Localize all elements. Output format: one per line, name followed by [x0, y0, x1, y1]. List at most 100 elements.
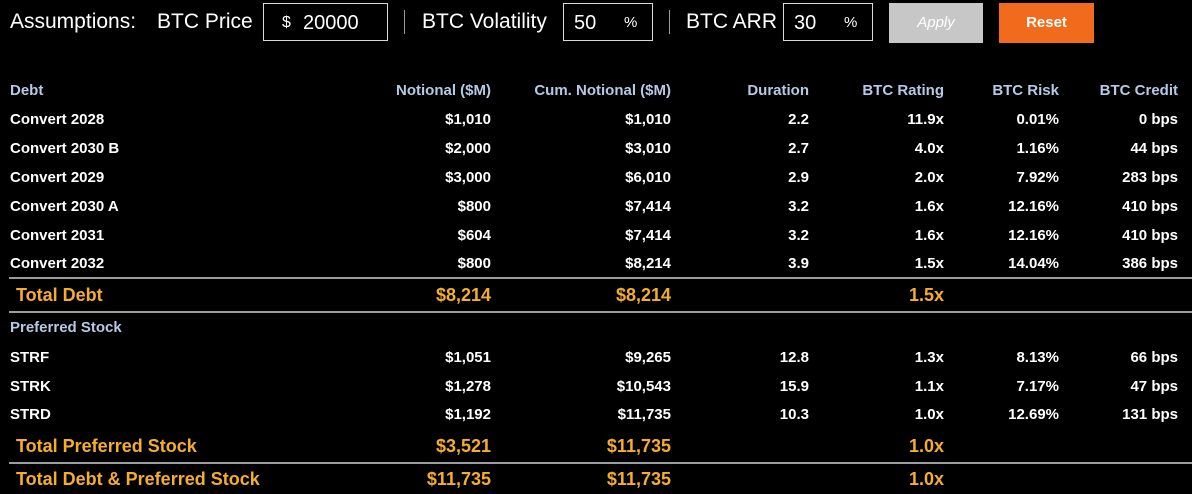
- cell-duration: 2.7: [788, 140, 809, 157]
- cell-notional: $3,000: [445, 169, 491, 186]
- cell-btc-risk: 1.16%: [1016, 140, 1059, 157]
- cell-notional: $1,278: [445, 378, 491, 395]
- btc-volatility-value[interactable]: 50: [574, 12, 597, 34]
- cell-notional: $1,051: [445, 349, 491, 366]
- table-row: STRD $1,192 $11,735 10.3 1.0x 12.69% 131 bps: [0, 400, 1192, 429]
- cell-btc-credit: BTC Credit: [1099, 82, 1178, 99]
- cell-duration: 2.9: [788, 169, 809, 186]
- cell-duration: 10.3: [779, 406, 809, 423]
- cell-btc-rating: 1.0x: [908, 436, 944, 456]
- cell-notional: $8,214: [435, 285, 491, 305]
- cell-btc-rating: 1.5x: [914, 255, 944, 272]
- btc-price-field[interactable]: $ 20000: [263, 3, 388, 41]
- btc-arr-field[interactable]: 30 %: [783, 3, 873, 41]
- apply-button[interactable]: Apply: [889, 3, 983, 43]
- table-row: STRF $1,051 $9,265 12.8 1.3x 8.13% 66 bps: [0, 343, 1192, 372]
- divider: [669, 10, 670, 34]
- total-preferred-row: Total Preferred Stock $3,521 $11,735 1.0x: [0, 432, 1192, 461]
- cell-notional: $1,192: [445, 406, 491, 423]
- cell-cum-notional: $7,414: [625, 227, 671, 244]
- cell-btc-rating: 1.6x: [914, 198, 944, 215]
- cell-name: Total Debt: [16, 285, 103, 305]
- cell-notional: $2,000: [445, 140, 491, 157]
- section-divider: [9, 311, 1192, 313]
- cell-notional: Notional ($M): [396, 82, 491, 99]
- cell-btc-credit: 44 bps: [1130, 140, 1178, 157]
- cell-btc-rating: BTC Rating: [862, 82, 944, 99]
- cell-btc-credit: 66 bps: [1130, 349, 1178, 366]
- cell-notional: $800: [457, 255, 491, 272]
- cell-cum-notional: $9,265: [625, 349, 671, 366]
- cell-notional: $11,735: [426, 469, 491, 489]
- cell-btc-rating: 1.0x: [908, 469, 944, 489]
- cell-name: STRK: [10, 378, 51, 395]
- assumptions-title: Assumptions:: [10, 10, 137, 33]
- btc-arr-value[interactable]: 30: [794, 12, 817, 34]
- cell-name: Convert 2030 B: [10, 140, 120, 157]
- cell-name: Total Debt & Preferred Stock: [16, 469, 260, 489]
- cell-btc-rating: 1.5x: [908, 285, 944, 305]
- cell-btc-credit: 283 bps: [1122, 169, 1178, 186]
- btc-volatility-field[interactable]: 50 %: [563, 3, 653, 41]
- cell-duration: 3.2: [788, 198, 809, 215]
- cell-cum-notional: $3,010: [625, 140, 671, 157]
- cell-duration: 15.9: [779, 378, 809, 395]
- cell-cum-notional: $8,214: [615, 285, 671, 305]
- cell-cum-notional: Cum. Notional ($M): [534, 82, 671, 99]
- cell-btc-credit: 131 bps: [1122, 406, 1178, 423]
- section-label: Preferred Stock: [10, 319, 122, 336]
- cell-btc-risk: 7.92%: [1016, 169, 1059, 186]
- cell-btc-rating: 1.0x: [914, 406, 944, 423]
- cell-btc-credit: 410 bps: [1122, 227, 1178, 244]
- cell-name: Total Preferred Stock: [16, 436, 197, 456]
- table-header: Debt Notional ($M) Cum. Notional ($M) Durat…: [0, 76, 1192, 105]
- cell-name: Debt: [10, 82, 44, 99]
- cell-cum-notional: $7,414: [625, 198, 671, 215]
- cell-btc-risk: BTC Risk: [992, 82, 1059, 99]
- cell-notional: $1,010: [445, 111, 491, 128]
- table-row: Convert 2030 A $800 $7,414 3.2 1.6x 12.16% 410…: [0, 192, 1192, 221]
- cell-duration: 3.9: [788, 255, 809, 272]
- btc-volatility-label: BTC Volatility: [422, 10, 547, 33]
- table-row: STRK $1,278 $10,543 15.9 1.1x 7.17% 47 bps: [0, 372, 1192, 401]
- cell-cum-notional: $1,010: [625, 111, 671, 128]
- cell-duration: 12.8: [779, 349, 809, 366]
- table-row: Convert 2030 B $2,000 $3,010 2.7 4.0x 1.16% 44…: [0, 134, 1192, 163]
- section-divider: [9, 277, 1192, 279]
- cell-cum-notional: $11,735: [606, 436, 671, 456]
- cell-name: STRF: [10, 349, 50, 366]
- cell-notional: $800: [457, 198, 491, 215]
- btc-price-value[interactable]: 20000: [303, 12, 359, 34]
- cell-btc-risk: 7.17%: [1016, 378, 1059, 395]
- reset-button[interactable]: Reset: [999, 3, 1094, 43]
- cell-notional: $3,521: [435, 436, 491, 456]
- preferred-section-header: Preferred Stock: [0, 313, 1192, 342]
- cell-name: Convert 2032: [10, 255, 105, 272]
- section-divider: [9, 462, 1192, 464]
- cell-name: Convert 2031: [10, 227, 105, 244]
- cell-btc-risk: 12.16%: [1008, 227, 1059, 244]
- assumptions-bar: Assumptions: BTC Price $ 20000 BTC Volat…: [0, 0, 1192, 44]
- cell-btc-credit: 410 bps: [1122, 198, 1178, 215]
- percent-suffix: %: [624, 14, 638, 31]
- btc-arr-label: BTC ARR: [686, 10, 778, 33]
- cell-btc-risk: 8.13%: [1016, 349, 1059, 366]
- table-row: Convert 2032 $800 $8,214 3.9 1.5x 14.04% 386 b…: [0, 249, 1192, 278]
- cell-btc-credit: 47 bps: [1130, 378, 1178, 395]
- divider: [404, 10, 405, 34]
- cell-btc-risk: 14.04%: [1008, 255, 1059, 272]
- cell-duration: Duration: [747, 82, 809, 99]
- table-row: Convert 2031 $604 $7,414 3.2 1.6x 12.16% 410 b…: [0, 221, 1192, 250]
- cell-duration: 3.2: [788, 227, 809, 244]
- cell-btc-rating: 4.0x: [914, 140, 944, 157]
- percent-suffix: %: [844, 14, 858, 31]
- table-row: Convert 2029 $3,000 $6,010 2.9 2.0x 7.92% 283 …: [0, 163, 1192, 192]
- total-all-row: Total Debt & Preferred Stock $11,735 $11,7…: [0, 465, 1192, 494]
- cell-btc-rating: 2.0x: [914, 169, 944, 186]
- cell-cum-notional: $6,010: [625, 169, 671, 186]
- cell-cum-notional: $8,214: [625, 255, 671, 272]
- cell-btc-credit: 0 bps: [1138, 111, 1178, 128]
- cell-name: Convert 2029: [10, 169, 105, 186]
- table-row: Convert 2028 $1,010 $1,010 2.2 11.9x 0.01% 0 b…: [0, 105, 1192, 134]
- cell-btc-rating: 1.1x: [914, 378, 944, 395]
